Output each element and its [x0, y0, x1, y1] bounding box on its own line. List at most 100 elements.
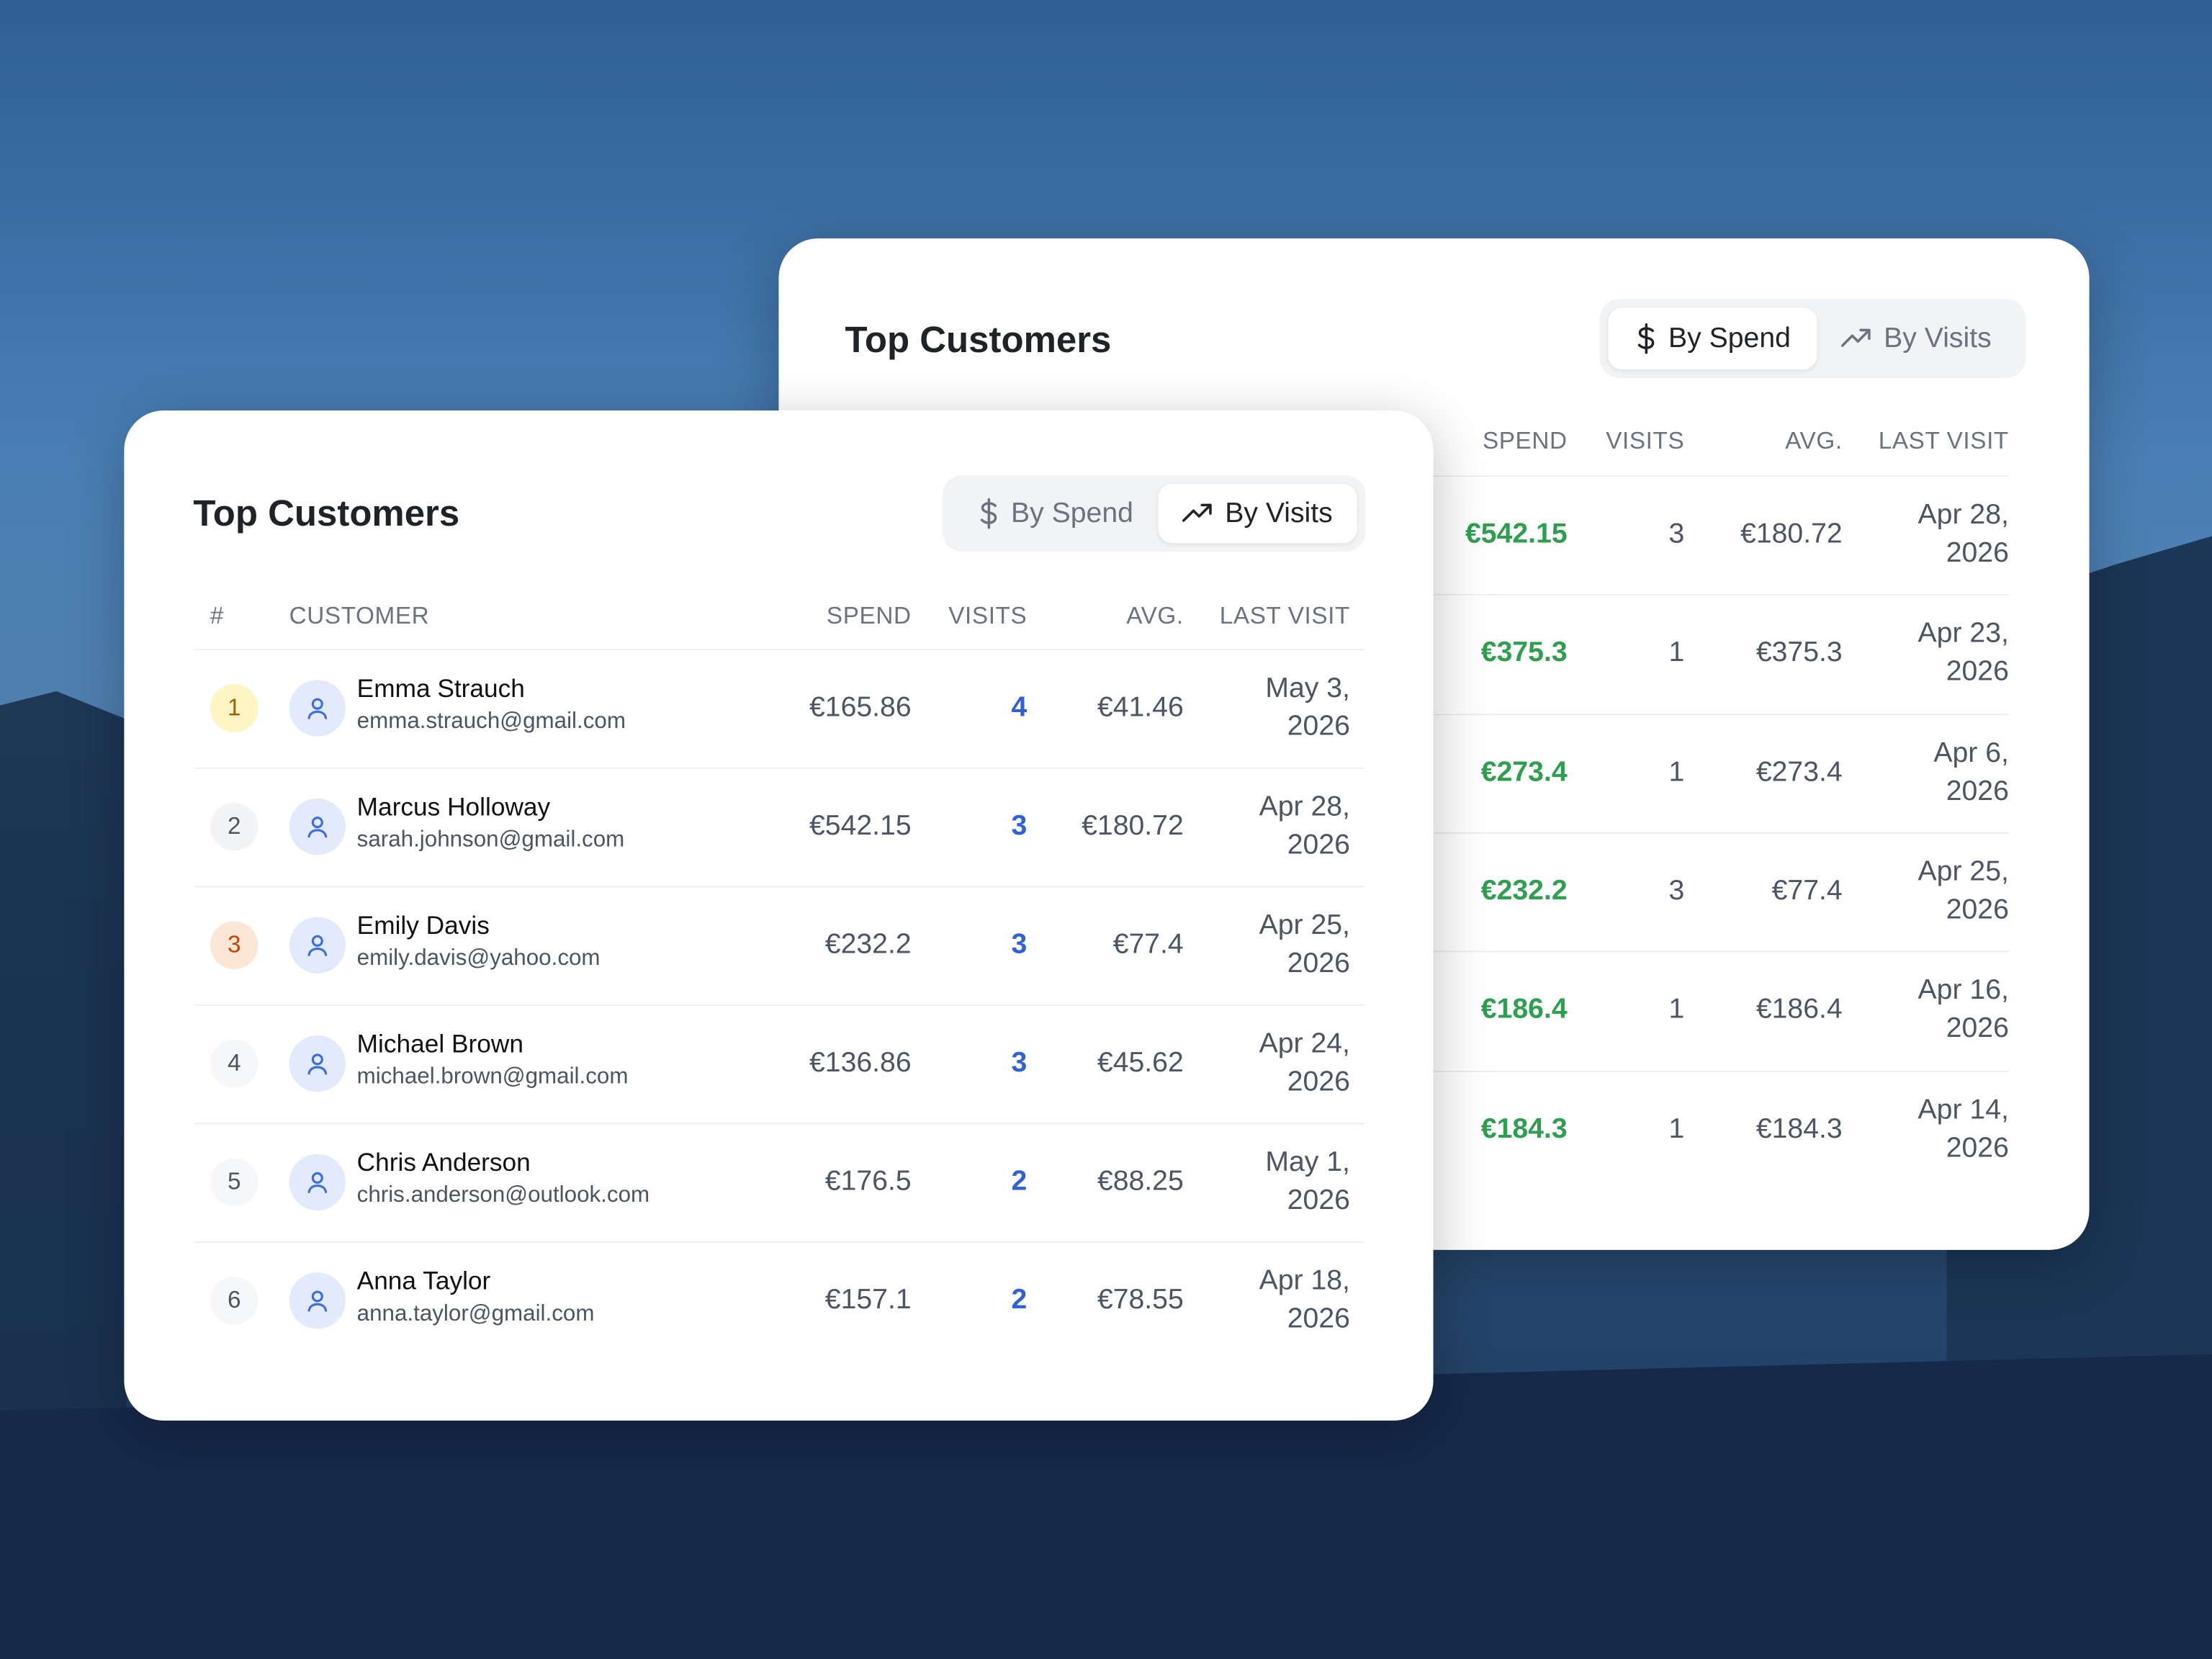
row-divider: [194, 649, 1364, 651]
spend: €232.2: [824, 929, 912, 961]
avatar: [289, 798, 346, 855]
toggle-button[interactable]: By Spend: [950, 484, 1159, 543]
customer-name: Marcus Holloway: [356, 793, 551, 822]
spend: €184.3: [1480, 1112, 1568, 1144]
last-visit: Apr 18, 2026: [1259, 1265, 1350, 1335]
spend: €542.15: [809, 810, 912, 842]
user-icon: [307, 935, 328, 956]
toggle-button[interactable]: By Spend: [1608, 307, 1817, 370]
column-header: CUSTOMER: [289, 602, 430, 629]
avg: €77.4: [1112, 929, 1184, 961]
rank-badge: 3: [210, 921, 258, 969]
avg: €273.4: [1755, 756, 1843, 788]
rank-badge: 4: [210, 1039, 258, 1088]
row-divider: [194, 886, 1364, 888]
trend-icon: [1182, 503, 1213, 522]
last-visit: Apr 28, 2026: [1917, 499, 2009, 569]
visits: 1: [1668, 994, 1685, 1025]
last-visit: Apr 24, 2026: [1259, 1028, 1350, 1098]
front-card: Top Customers By Spend By Visits # CUSTOMER S…: [124, 410, 1434, 1421]
spend: €542.15: [1465, 518, 1568, 550]
spend: €136.86: [809, 1047, 912, 1079]
avg: €375.3: [1755, 637, 1843, 669]
user-icon: [307, 817, 328, 838]
row-divider: [194, 1004, 1364, 1006]
spend: €176.5: [824, 1166, 912, 1197]
rank-badge: 5: [210, 1158, 258, 1207]
last-visit: May 3, 2026: [1265, 673, 1350, 742]
user-icon: [307, 1172, 328, 1194]
column-header: VISITS: [1606, 427, 1685, 454]
card-title: Top Customers: [845, 318, 1112, 361]
avg: €41.46: [1097, 691, 1184, 724]
last-visit: Apr 25, 2026: [1259, 909, 1350, 979]
column-header: AVG.: [1126, 602, 1184, 629]
column-header: SPEND: [826, 602, 912, 629]
visits: 1: [1668, 756, 1685, 788]
spend: €186.4: [1480, 994, 1568, 1025]
last-visit: Apr 28, 2026: [1259, 791, 1350, 861]
last-visit: Apr 6, 2026: [1933, 737, 2009, 806]
spend: €375.3: [1480, 637, 1568, 669]
avatar: [289, 917, 346, 974]
visits: 1: [1668, 637, 1685, 669]
rank-badge: 6: [210, 1277, 258, 1325]
visits: 3: [1011, 929, 1028, 961]
row-divider: [194, 1123, 1364, 1125]
visits: 3: [1668, 518, 1685, 550]
spend: €273.4: [1480, 756, 1568, 788]
column-header: VISITS: [948, 602, 1028, 629]
toggle-label: By Spend: [1668, 322, 1791, 354]
column-header: AVG.: [1785, 427, 1843, 454]
spend: €157.1: [824, 1284, 912, 1316]
card-title: Top Customers: [193, 491, 460, 534]
avg: €186.4: [1755, 994, 1843, 1025]
avg: €78.55: [1097, 1284, 1184, 1316]
last-visit: May 1, 2026: [1265, 1146, 1350, 1216]
visits: 3: [1668, 875, 1685, 907]
avg: €180.72: [1740, 518, 1843, 550]
visits: 4: [1011, 691, 1028, 724]
avatar: [289, 1154, 346, 1210]
customer-email: emily.davis@yahoo.com: [356, 946, 601, 971]
customer-name: Anna Taylor: [356, 1267, 491, 1295]
last-visit: Apr 16, 2026: [1917, 975, 2009, 1045]
customer-email: sarah.johnson@gmail.com: [356, 828, 625, 853]
avg: €184.3: [1755, 1112, 1843, 1144]
last-visit: Apr 25, 2026: [1917, 856, 2009, 926]
spend: €232.2: [1480, 875, 1568, 907]
avatar: [289, 680, 346, 737]
customer-email: emma.strauch@gmail.com: [356, 709, 626, 734]
last-visit: Apr 23, 2026: [1917, 618, 2009, 688]
trend-icon: [1841, 328, 1871, 347]
view-toggle: By Spend By Visits: [1599, 299, 2026, 379]
column-header: #: [210, 602, 225, 629]
dollar-icon: [1637, 323, 1654, 354]
avatar: [289, 1272, 346, 1329]
view-toggle: By Spend By Visits: [942, 475, 1366, 552]
rank-badge: 1: [210, 684, 258, 732]
toggle-label: By Visits: [1884, 322, 1992, 354]
customer-email: anna.taylor@gmail.com: [356, 1302, 595, 1326]
avg: €77.4: [1771, 875, 1843, 907]
toggle-label: By Visits: [1225, 497, 1333, 529]
toggle-button[interactable]: By Visits: [1158, 484, 1357, 544]
avg: €180.72: [1082, 810, 1184, 842]
visits: 2: [1011, 1284, 1028, 1316]
user-icon: [307, 1290, 328, 1312]
last-visit: Apr 14, 2026: [1917, 1094, 2009, 1164]
visits: 1: [1668, 1112, 1685, 1144]
customer-name: Michael Brown: [356, 1030, 523, 1058]
customer-email: michael.brown@gmail.com: [356, 1065, 629, 1089]
column-header: LAST VISIT: [1219, 602, 1350, 629]
user-icon: [307, 698, 328, 719]
spend: €165.86: [809, 691, 912, 724]
column-header: LAST VISIT: [1878, 427, 2009, 454]
row-divider: [194, 1241, 1364, 1244]
avg: €88.25: [1097, 1166, 1184, 1197]
avatar: [289, 1035, 346, 1092]
toggle-button[interactable]: By Visits: [1815, 307, 2017, 369]
avg: €45.62: [1097, 1047, 1184, 1079]
